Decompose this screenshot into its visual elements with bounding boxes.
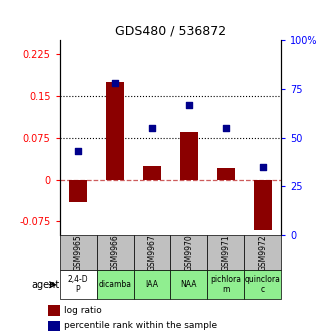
Bar xyxy=(69,179,87,202)
Bar xyxy=(244,270,281,299)
Bar xyxy=(133,270,170,299)
Text: log ratio: log ratio xyxy=(65,306,102,316)
Text: IAA: IAA xyxy=(146,280,159,289)
Bar xyxy=(106,82,124,179)
Text: dicamba: dicamba xyxy=(99,280,131,289)
Text: pichlora
m: pichlora m xyxy=(211,275,241,294)
Bar xyxy=(97,235,133,270)
Text: GSM9970: GSM9970 xyxy=(184,235,193,271)
Bar xyxy=(254,179,272,229)
Text: quinclora
c: quinclora c xyxy=(245,275,281,294)
Point xyxy=(149,125,155,131)
Title: GDS480 / 536872: GDS480 / 536872 xyxy=(115,25,226,38)
Bar xyxy=(60,235,97,270)
Bar xyxy=(180,132,198,179)
Bar xyxy=(244,235,281,270)
Bar xyxy=(60,270,97,299)
Point xyxy=(260,164,265,170)
Point xyxy=(75,149,81,154)
Text: GSM9965: GSM9965 xyxy=(73,235,82,271)
Text: GSM9972: GSM9972 xyxy=(259,235,267,271)
Point xyxy=(113,81,118,86)
Text: GSM9971: GSM9971 xyxy=(221,235,230,271)
Bar xyxy=(170,235,208,270)
Text: NAA: NAA xyxy=(181,280,197,289)
Bar xyxy=(208,270,244,299)
Text: agent: agent xyxy=(31,280,60,290)
Text: 2,4-D
P: 2,4-D P xyxy=(68,275,88,294)
Bar xyxy=(208,235,244,270)
Bar xyxy=(48,305,60,316)
Bar xyxy=(217,168,235,179)
Bar xyxy=(133,235,170,270)
Bar xyxy=(97,270,133,299)
Bar xyxy=(48,321,60,331)
Point xyxy=(223,125,229,131)
Bar xyxy=(143,166,161,179)
Text: percentile rank within the sample: percentile rank within the sample xyxy=(65,322,217,331)
Text: GSM9966: GSM9966 xyxy=(111,235,119,271)
Bar xyxy=(170,270,208,299)
Point xyxy=(186,102,192,107)
Text: GSM9967: GSM9967 xyxy=(148,235,157,271)
